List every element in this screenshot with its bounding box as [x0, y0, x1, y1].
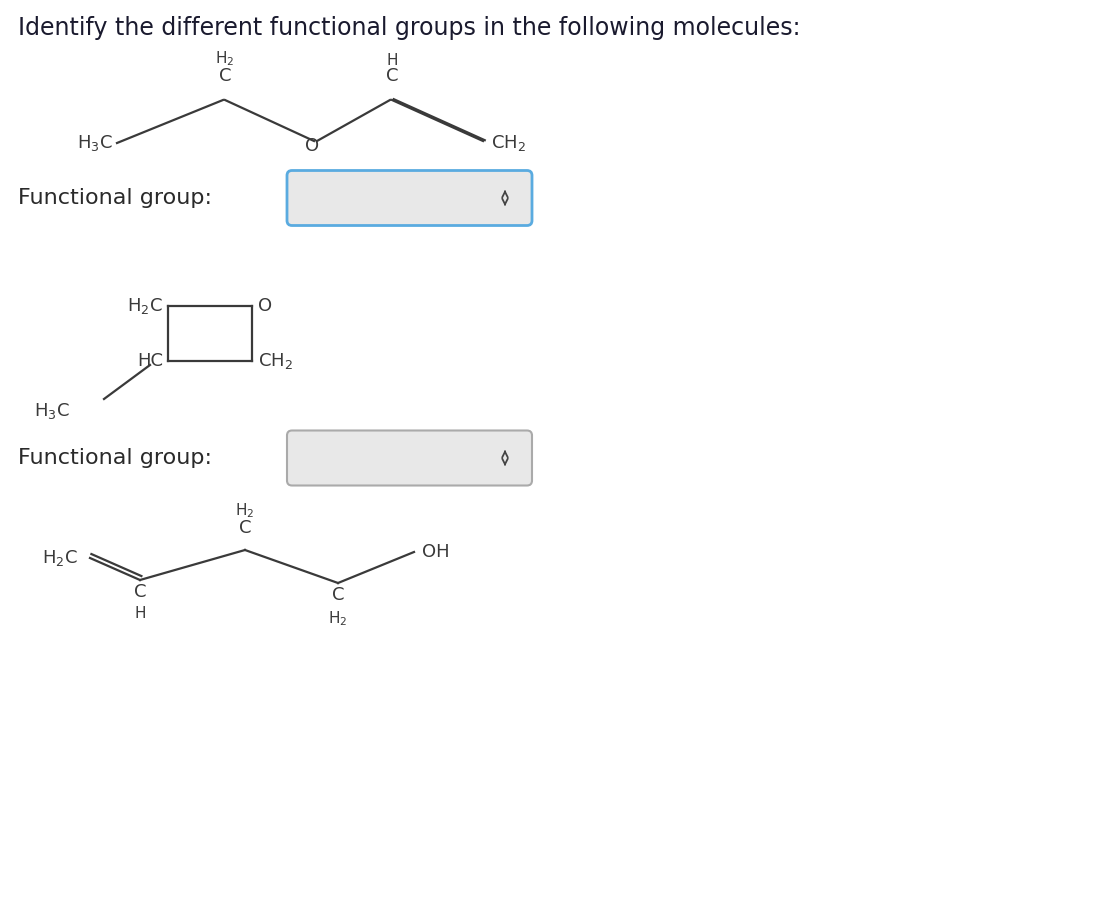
Text: HC: HC	[138, 352, 163, 370]
Text: C: C	[134, 583, 146, 601]
Text: C: C	[219, 67, 231, 85]
Text: OH: OH	[422, 543, 450, 561]
Text: CH$_2$: CH$_2$	[491, 133, 526, 153]
Text: Identify the different functional groups in the following molecules:: Identify the different functional groups…	[18, 16, 801, 40]
Text: H$_2$C: H$_2$C	[42, 548, 78, 568]
Text: Functional group:: Functional group:	[18, 448, 212, 468]
Text: H$_2$: H$_2$	[329, 609, 348, 627]
Text: O: O	[305, 137, 319, 155]
Text: H$_2$C: H$_2$C	[128, 296, 163, 316]
Text: H$_2$: H$_2$	[216, 49, 234, 68]
Text: O: O	[258, 297, 272, 315]
Text: H$_3$C: H$_3$C	[77, 133, 113, 153]
Text: H$_3$C: H$_3$C	[34, 401, 70, 421]
Text: C: C	[239, 519, 251, 537]
FancyBboxPatch shape	[287, 430, 532, 486]
Text: C: C	[332, 586, 344, 604]
Text: CH$_2$: CH$_2$	[258, 351, 293, 371]
Text: H: H	[386, 53, 398, 68]
Text: H: H	[134, 606, 145, 621]
Text: H$_2$: H$_2$	[235, 501, 254, 520]
Text: Functional group:: Functional group:	[18, 188, 212, 208]
Text: C: C	[386, 67, 398, 85]
FancyBboxPatch shape	[287, 171, 532, 225]
